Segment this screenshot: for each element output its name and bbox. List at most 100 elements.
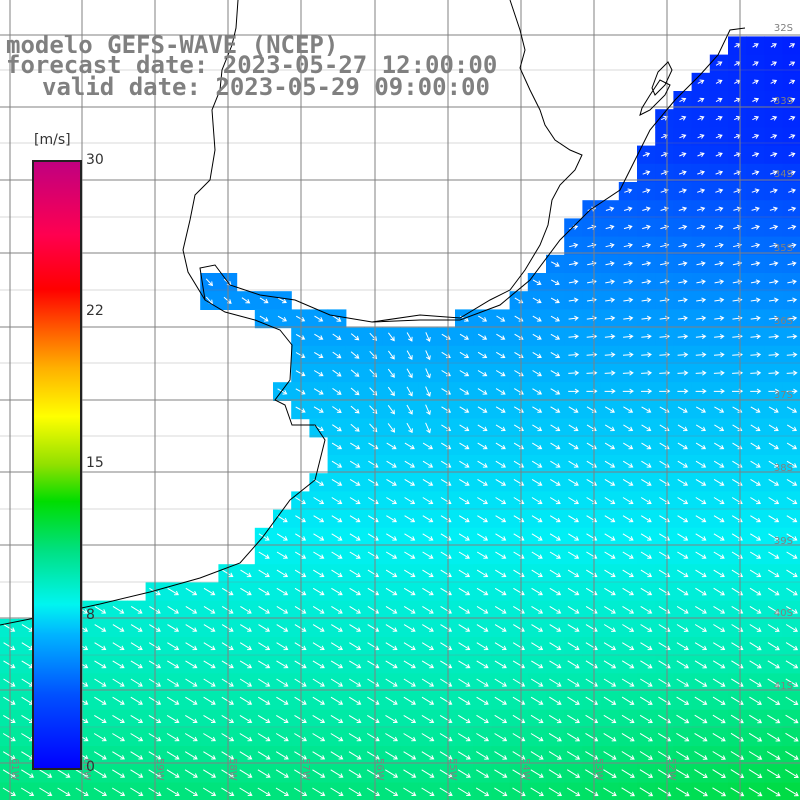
wind-arrow — [751, 206, 760, 212]
wind-arrow — [549, 569, 562, 578]
wind-arrow — [695, 370, 707, 376]
wind-arrow — [676, 696, 690, 705]
wind-arrow — [677, 370, 689, 376]
wind-arrow — [495, 406, 506, 413]
wind-arrow — [458, 551, 470, 559]
wind-arrow — [568, 370, 580, 376]
wind-arrow — [622, 460, 634, 468]
wind-arrow — [385, 733, 398, 742]
wind-arrow — [258, 605, 270, 614]
wind-arrow — [257, 787, 271, 796]
wind-arrow — [367, 587, 380, 596]
wind-arrow — [312, 678, 325, 687]
wind-arrow — [549, 551, 561, 559]
wind-arrow — [714, 406, 725, 413]
wind-arrow — [750, 478, 761, 486]
wind-arrow — [406, 368, 413, 379]
wind-arrow — [678, 206, 688, 212]
wind-arrow — [769, 261, 779, 267]
wind-arrow — [166, 751, 180, 760]
wind-arrow — [458, 678, 471, 687]
wind-arrow — [550, 406, 561, 413]
wind-arrow — [713, 624, 726, 632]
wind-arrow — [549, 678, 562, 687]
wind-arrow — [750, 497, 761, 505]
wind-arrow — [295, 406, 306, 413]
wind-arrow — [678, 242, 688, 248]
wind-arrow — [349, 605, 361, 614]
wind-arrow — [695, 352, 707, 358]
wind-arrow — [677, 388, 689, 394]
wind-arrow — [366, 769, 380, 778]
wind-arrow — [294, 733, 307, 742]
wind-arrow — [769, 279, 779, 285]
wind-arrow — [549, 587, 562, 596]
wind-arrow — [788, 61, 796, 67]
lon-label: 52W — [666, 758, 677, 781]
wind-arrow — [532, 442, 543, 450]
wind-arrow — [112, 642, 125, 651]
wind-arrow — [768, 497, 780, 505]
wind-arrow — [623, 279, 634, 285]
wind-arrow — [258, 569, 270, 578]
wind-arrow — [476, 678, 489, 687]
wind-arrow — [259, 315, 269, 322]
wind-arrow — [275, 787, 289, 796]
lon-label: 57W — [300, 758, 311, 781]
wind-arrow — [477, 515, 488, 523]
wind-arrow — [697, 188, 706, 194]
wind-arrow — [532, 406, 543, 413]
wind-arrow — [476, 696, 489, 705]
wind-arrow — [276, 569, 289, 578]
wind-arrow — [130, 605, 143, 614]
wind-arrow — [641, 242, 652, 248]
wind-arrow — [770, 43, 777, 48]
wind-arrow — [768, 442, 779, 450]
wind-arrow — [130, 624, 143, 632]
wind-arrow — [604, 605, 616, 614]
wind-arrow — [769, 224, 779, 230]
wind-arrow — [770, 134, 778, 139]
wind-arrow — [276, 678, 289, 687]
wind-arrow — [476, 751, 490, 760]
wind-arrow — [768, 333, 780, 340]
wind-arrow — [622, 478, 634, 486]
wind-arrow — [549, 497, 561, 505]
wind-arrow — [350, 369, 360, 377]
lon-label: 53W — [593, 758, 604, 781]
wind-arrow — [477, 424, 488, 432]
wind-arrow — [387, 386, 395, 397]
wind-arrow — [294, 642, 307, 651]
wind-arrow — [768, 460, 779, 468]
wind-arrow — [770, 152, 778, 158]
wind-arrow — [440, 642, 453, 651]
wind-arrow — [694, 624, 707, 632]
wind-arrow — [406, 404, 413, 415]
wind-arrow — [678, 261, 688, 267]
wind-arrow — [495, 515, 507, 523]
wind-arrow — [568, 497, 579, 505]
wind-arrow — [567, 732, 581, 742]
wind-arrow — [694, 678, 708, 687]
wind-arrow — [785, 769, 799, 778]
wind-arrow — [623, 261, 633, 267]
wind-arrow — [385, 751, 398, 760]
wind-arrow — [550, 333, 561, 340]
wind-arrow — [750, 460, 761, 468]
wind-arrow — [457, 787, 471, 796]
wind-arrow — [3, 624, 16, 632]
wind-arrow — [605, 224, 615, 230]
wind-arrow — [294, 714, 307, 723]
wind-arrow — [205, 278, 214, 287]
wind-arrow — [585, 769, 599, 778]
wind-arrow — [622, 605, 635, 614]
wind-arrow — [403, 733, 417, 742]
wind-arrow — [386, 442, 397, 450]
wind-arrow — [568, 424, 579, 432]
wind-arrow — [567, 696, 580, 705]
wind-arrow — [642, 224, 651, 230]
wind-arrow — [494, 787, 508, 797]
coastline-path — [0, 27, 746, 626]
wind-arrow — [640, 678, 653, 687]
wind-arrow — [642, 188, 651, 194]
